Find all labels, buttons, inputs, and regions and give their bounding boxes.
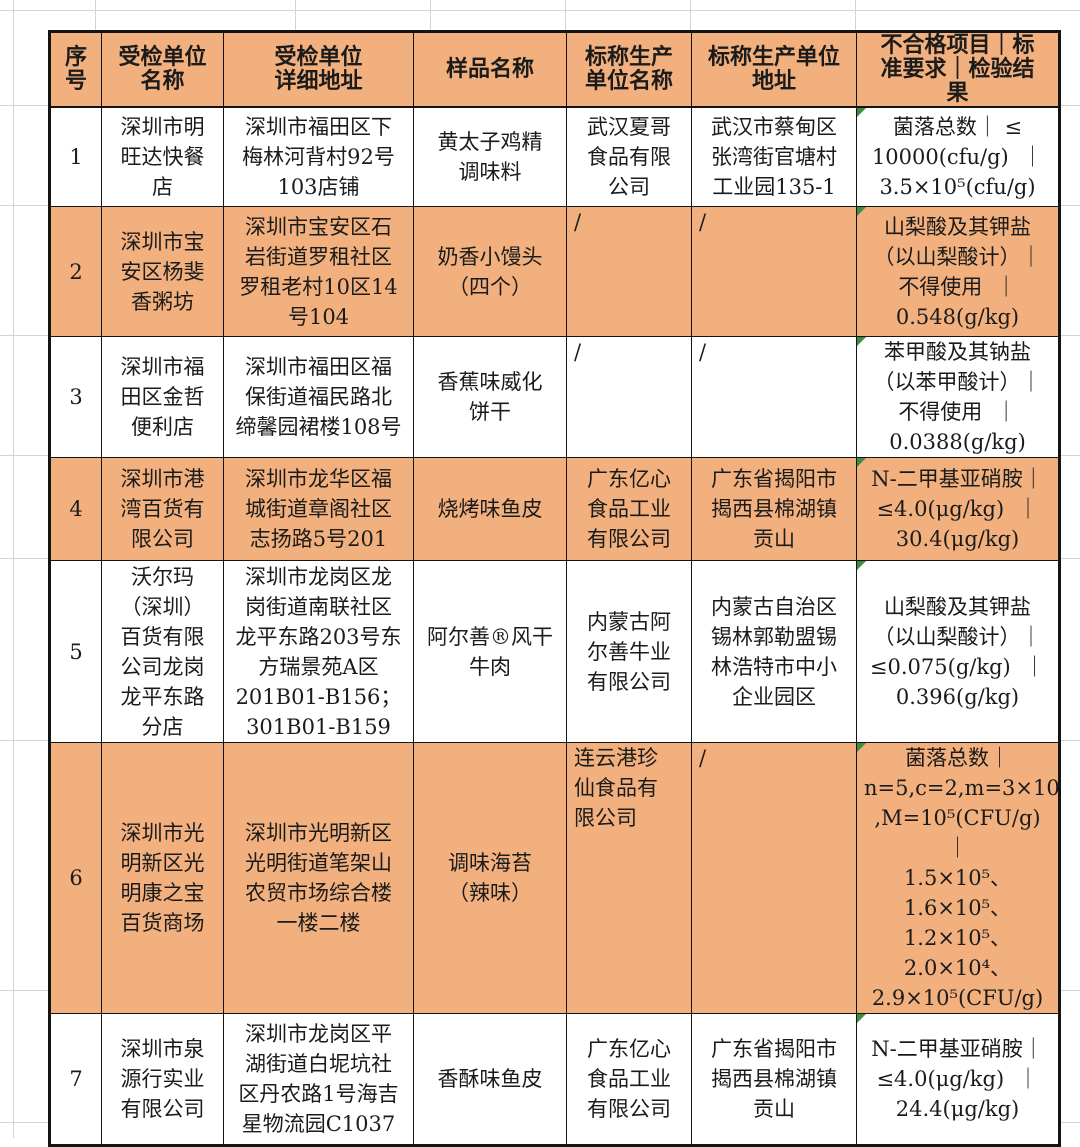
cell-sample-name: 香酥味鱼皮	[413, 1013, 567, 1146]
cell-producer-address: /	[691, 742, 857, 1014]
cell-unit-name: 深圳市福 田区金哲 便利店	[101, 336, 224, 458]
header-cell-producer-address: 标称生产单位 地址	[691, 31, 857, 108]
cell-unit-name: 深圳市光 明新区光 明康之宝 百货商场	[101, 742, 224, 1014]
cell-unit-name: 深圳市港 湾百货有 限公司	[101, 457, 224, 561]
header-cell-result: 不合格项目｜标 准要求｜检验结 果	[856, 31, 1060, 108]
header-row: 序号 受检单位 名称 受检单位 详细地址 样品名称 标称生产 单位名称 标称生产单位 地址…	[49, 31, 1060, 108]
table-row: 4 深圳市港 湾百货有 限公司 深圳市龙华区福 城街道章阁社区 志扬路5号201 烧烤…	[49, 457, 1060, 561]
table-row: 2 深圳市宝 安区杨斐 香粥坊 深圳市宝安区石 岩街道罗租社区 罗租老村10区14 …	[49, 206, 1060, 337]
table-row: 3 深圳市福 田区金哲 便利店 深圳市福田区福 保街道福民路北 缔馨园裙楼108号香…	[49, 336, 1060, 458]
cell-result: 菌落总数｜ ≤ 10000(cfu/g) ｜ 3.5×10⁵(cfu/g)	[856, 106, 1060, 207]
cell-result: 山梨酸及其钾盐 （以山梨酸计）｜ 不得使用 ｜ 0.548(g/kg)	[856, 206, 1060, 337]
cell-sample-name: 奶香小馒头 （四个）	[413, 206, 567, 337]
cell-producer-address: 广东省揭阳市 揭西县棉湖镇 贡山	[691, 457, 857, 561]
cell-producer-name: 广东亿心 食品工业 有限公司	[566, 1013, 692, 1146]
cell-unit-address: 深圳市宝安区石 岩街道罗租社区 罗租老村10区14 号104	[223, 206, 414, 337]
cell-unit-address: 深圳市福田区下 梅林河背村92号 103店铺	[223, 106, 414, 207]
error-indicator-icon	[857, 458, 866, 467]
cell-unit-address: 深圳市光明新区 光明街道笔架山 农贸市场综合楼 一楼二楼	[223, 742, 414, 1014]
cell-unit-name: 深圳市明 旺达快餐 店	[101, 106, 224, 207]
cell-index: 5	[49, 560, 102, 743]
cell-producer-address: /	[691, 336, 857, 458]
cell-unit-name: 深圳市宝 安区杨斐 香粥坊	[101, 206, 224, 337]
cell-producer-name: /	[566, 206, 692, 337]
cell-index: 6	[49, 742, 102, 1014]
cell-unit-name: 深圳市泉 源行实业 有限公司	[101, 1013, 224, 1146]
cell-producer-address: /	[691, 206, 857, 337]
cell-result: N-二甲基亚硝胺｜ ≤4.0(μg/kg) ｜ 24.4(μg/kg)	[856, 1013, 1060, 1146]
cell-index: 7	[49, 1013, 102, 1146]
error-indicator-icon	[857, 1014, 866, 1023]
cell-producer-address: 广东省揭阳市 揭西县棉湖镇 贡山	[691, 1013, 857, 1146]
cell-result: 苯甲酸及其钠盐 （以苯甲酸计）｜ 不得使用 ｜ 0.0388(g/kg)	[856, 336, 1060, 458]
grid-line	[13, 0, 14, 1138]
header-cell-index: 序号	[49, 31, 102, 108]
cell-unit-address: 深圳市龙岗区平 湖街道白坭坑社 区丹农路1号海吉 星物流园C1037	[223, 1013, 414, 1146]
cell-sample-name: 黄太子鸡精 调味料	[413, 106, 567, 207]
cell-sample-name: 调味海苔 （辣味）	[413, 742, 567, 1014]
cell-result: 菌落总数｜ n=5,c=2,m=3×10⁴ ,M=10⁵(CFU/g) ｜ 1.…	[856, 742, 1060, 1014]
error-indicator-icon	[857, 207, 866, 216]
cell-unit-name: 沃尔玛 （深圳） 百货有限 公司龙岗 龙平东路 分店	[101, 560, 224, 743]
error-indicator-icon	[857, 107, 866, 117]
cell-unit-address: 深圳市龙华区福 城街道章阁社区 志扬路5号201	[223, 457, 414, 561]
grid-line	[0, 10, 1080, 11]
error-indicator-icon	[857, 337, 866, 346]
cell-index: 4	[49, 457, 102, 561]
cell-producer-name: 连云港珍 仙食品有 限公司	[566, 742, 692, 1014]
cell-producer-name: 武汉夏哥 食品有限 公司	[566, 106, 692, 207]
cell-producer-address: 武汉市蔡甸区 张湾街官塘村 工业园135-1	[691, 106, 857, 207]
header-cell-producer-name: 标称生产 单位名称	[566, 31, 692, 108]
header-cell-unit-address: 受检单位 详细地址	[223, 31, 414, 108]
cell-index: 2	[49, 206, 102, 337]
error-indicator-icon	[857, 743, 866, 752]
cell-sample-name: 阿尔善®风干 牛肉	[413, 560, 567, 743]
cell-sample-name: 香蕉味威化 饼干	[413, 336, 567, 458]
table-row: 1 深圳市明 旺达快餐 店深圳市福田区下 梅林河背村92号 103店铺 黄太子鸡精 …	[49, 106, 1060, 207]
table-row: 6 深圳市光 明新区光 明康之宝 百货商场 深圳市光明新区 光明街道笔架山 农贸市场…	[49, 742, 1060, 1014]
header-cell-unit-name: 受检单位 名称	[101, 31, 224, 108]
cell-producer-name: /	[566, 336, 692, 458]
cell-unit-address: 深圳市福田区福 保街道福民路北 缔馨园裙楼108号	[223, 336, 414, 458]
cell-producer-name: 广东亿心 食品工业 有限公司	[566, 457, 692, 561]
table-row: 5 沃尔玛 （深圳） 百货有限 公司龙岗 龙平东路 分店 深圳市龙岗区龙 岗街道南联…	[49, 560, 1060, 743]
cell-producer-name: 内蒙古阿 尔善牛业 有限公司	[566, 560, 692, 743]
inspection-results-table: 序号 受检单位 名称 受检单位 详细地址 样品名称 标称生产 单位名称 标称生产单位 地址…	[48, 30, 1061, 1147]
table-row: 7 深圳市泉 源行实业 有限公司 深圳市龙岗区平 湖街道白坭坑社 区丹农路1号海吉 …	[49, 1013, 1060, 1146]
cell-index: 3	[49, 336, 102, 458]
cell-result: N-二甲基亚硝胺｜ ≤4.0(μg/kg) ｜ 30.4(μg/kg)	[856, 457, 1060, 561]
cell-unit-address: 深圳市龙岗区龙 岗街道南联社区 龙平东路203号东 方瑞景苑A区 201B01-…	[223, 560, 414, 743]
cell-index: 1	[49, 106, 102, 207]
header-cell-sample-name: 样品名称	[413, 31, 567, 108]
cell-result: 山梨酸及其钾盐 （以山梨酸计）｜ ≤0.075(g/kg) ｜ 0.396(g/…	[856, 560, 1060, 743]
error-indicator-icon	[857, 561, 866, 570]
cell-sample-name: 烧烤味鱼皮	[413, 457, 567, 561]
cell-producer-address: 内蒙古自治区 锡林郭勒盟锡 林浩特市中小 企业园区	[691, 560, 857, 743]
